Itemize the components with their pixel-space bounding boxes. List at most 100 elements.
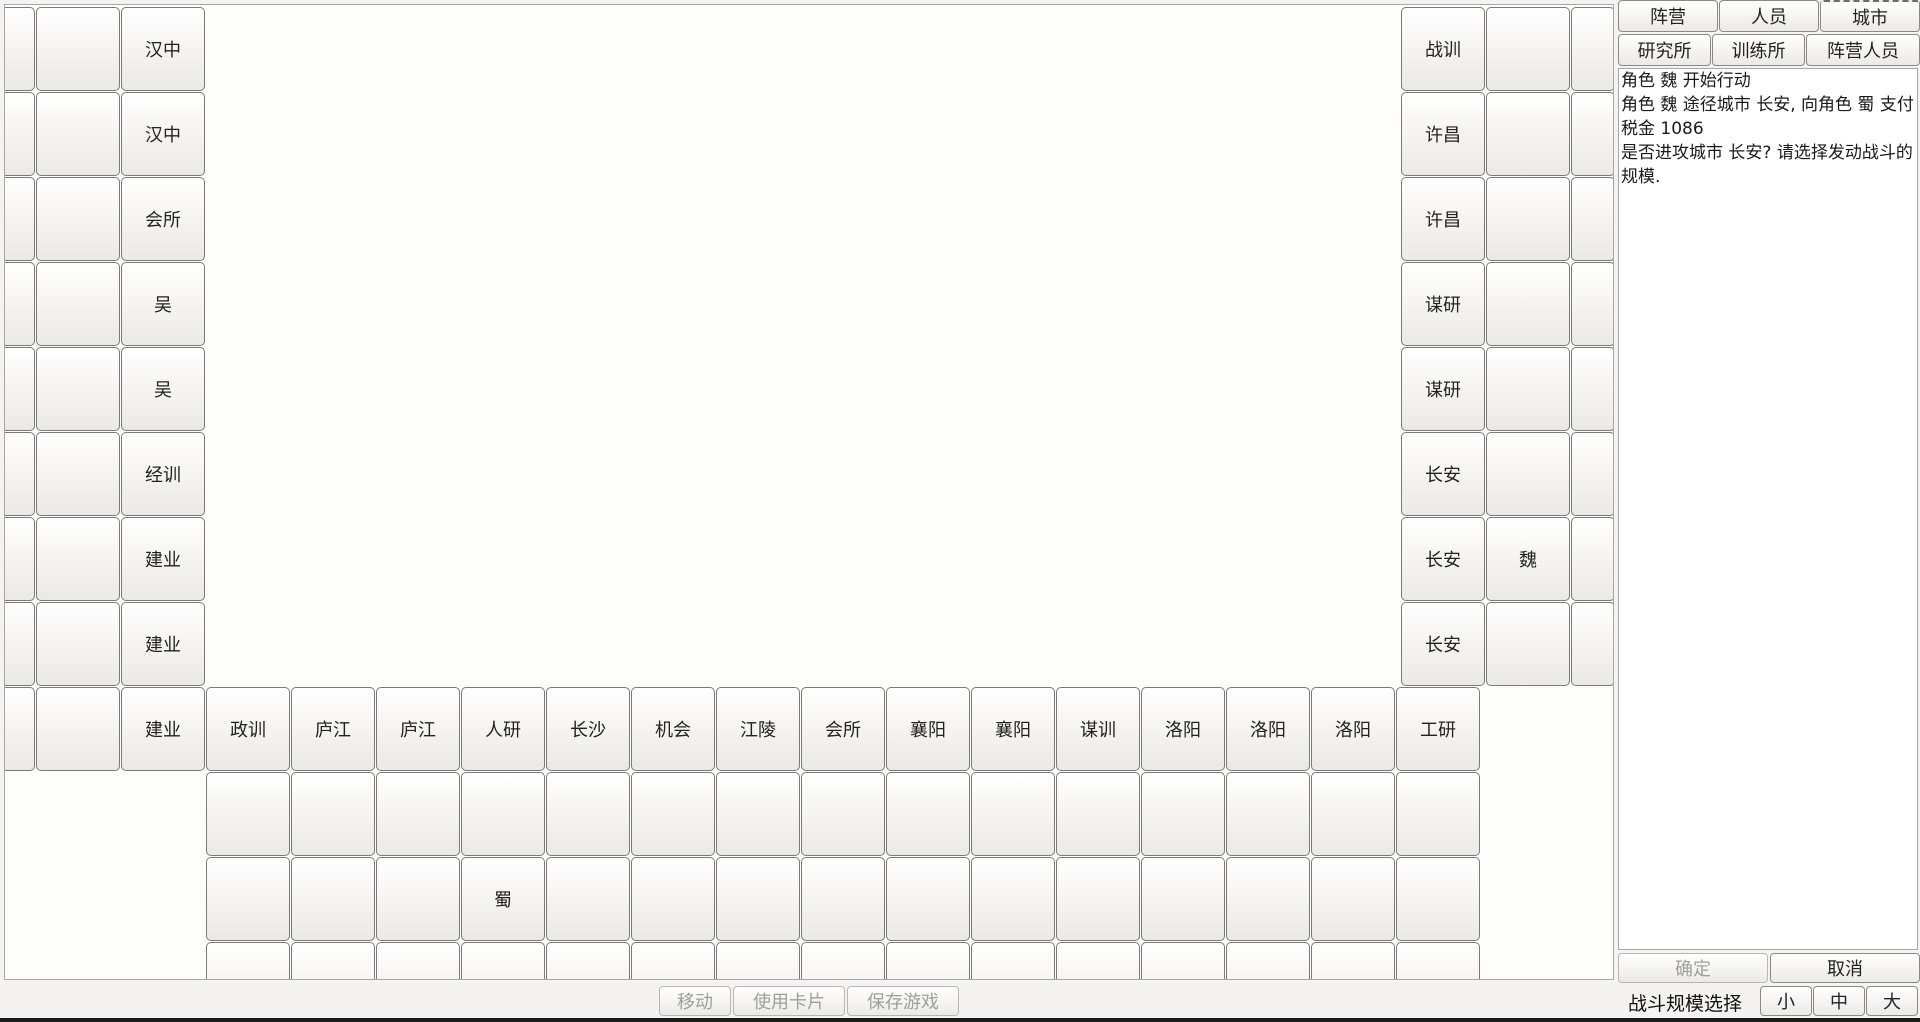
board-cell[interactable]: 谋研 <box>1401 262 1485 346</box>
board-cell[interactable] <box>36 347 120 431</box>
board-cell[interactable]: 工研 <box>1396 687 1480 771</box>
board-cell[interactable]: 庐江 <box>376 687 460 771</box>
board-cell[interactable] <box>1311 942 1395 979</box>
board-cell[interactable] <box>971 942 1055 979</box>
board-cell[interactable]: 建业 <box>121 687 205 771</box>
board-cell[interactable] <box>1486 602 1570 686</box>
board-cell[interactable]: 洛阳 <box>1141 687 1225 771</box>
board-cell[interactable]: 会所 <box>121 177 205 261</box>
board-cell[interactable] <box>801 857 885 941</box>
board-cell[interactable] <box>546 772 630 856</box>
board-cell[interactable] <box>1226 942 1310 979</box>
board-cell[interactable]: 长安 <box>1401 602 1485 686</box>
use-card-button[interactable]: 使用卡片 <box>733 986 845 1016</box>
board-cell-edge[interactable] <box>5 432 35 516</box>
board-cell[interactable] <box>631 772 715 856</box>
save-game-button[interactable]: 保存游戏 <box>847 986 959 1016</box>
board-cell[interactable] <box>716 942 800 979</box>
board-cell[interactable] <box>1486 432 1570 516</box>
board-cell-edge[interactable] <box>5 347 35 431</box>
board-cell[interactable] <box>1141 772 1225 856</box>
board-cell[interactable] <box>631 857 715 941</box>
board-cell[interactable] <box>801 942 885 979</box>
board-cell[interactable] <box>206 857 290 941</box>
board-cell[interactable]: 建业 <box>121 517 205 601</box>
board-cell[interactable]: 谋训 <box>1056 687 1140 771</box>
board-cell[interactable] <box>716 857 800 941</box>
board-cell[interactable] <box>971 857 1055 941</box>
board-cell[interactable] <box>291 857 375 941</box>
tab-research-institute[interactable]: 研究所 <box>1618 34 1711 66</box>
board-cell[interactable] <box>376 857 460 941</box>
board-cell[interactable] <box>376 772 460 856</box>
confirm-button[interactable]: 确定 <box>1618 953 1768 983</box>
board-cell[interactable] <box>886 772 970 856</box>
cancel-button[interactable]: 取消 <box>1770 953 1920 983</box>
move-button[interactable]: 移动 <box>659 986 731 1016</box>
board-cell[interactable] <box>36 7 120 91</box>
board-cell-edge[interactable] <box>5 7 35 91</box>
board-cell[interactable]: 襄阳 <box>971 687 1055 771</box>
board-cell[interactable] <box>1486 7 1570 91</box>
board-cell[interactable]: 许昌 <box>1401 177 1485 261</box>
board-cell[interactable] <box>1226 857 1310 941</box>
board-cell[interactable]: 机会 <box>631 687 715 771</box>
board-cell[interactable] <box>1226 772 1310 856</box>
board-cell[interactable] <box>376 942 460 979</box>
board-cell[interactable] <box>1396 942 1480 979</box>
board-cell[interactable]: 庐江 <box>291 687 375 771</box>
board-cell[interactable] <box>801 772 885 856</box>
board-cell-edge[interactable] <box>5 687 35 771</box>
board-cell[interactable] <box>36 687 120 771</box>
tab-faction[interactable]: 阵营 <box>1618 0 1718 32</box>
scale-small-button[interactable]: 小 <box>1760 986 1812 1016</box>
board-cell[interactable]: 长沙 <box>546 687 630 771</box>
board-cell[interactable]: 吴 <box>121 347 205 431</box>
board-cell[interactable] <box>206 942 290 979</box>
board-cell[interactable]: 建业 <box>121 602 205 686</box>
board-cell[interactable] <box>886 942 970 979</box>
board-cell[interactable]: 江陵 <box>716 687 800 771</box>
board-cell[interactable] <box>1571 262 1613 346</box>
board-cell[interactable] <box>1571 602 1613 686</box>
board-cell[interactable]: 会所 <box>801 687 885 771</box>
scale-large-button[interactable]: 大 <box>1866 986 1918 1016</box>
board-cell[interactable] <box>461 772 545 856</box>
board-cell[interactable] <box>1056 857 1140 941</box>
board-cell[interactable] <box>971 772 1055 856</box>
board-cell[interactable] <box>631 942 715 979</box>
board-cell[interactable] <box>36 262 120 346</box>
tab-city[interactable]: 城市 <box>1820 0 1920 32</box>
board-cell[interactable] <box>1571 517 1613 601</box>
board-cell[interactable] <box>1056 772 1140 856</box>
board-cell[interactable] <box>886 857 970 941</box>
board-cell[interactable] <box>1571 347 1613 431</box>
board-cell[interactable] <box>1056 942 1140 979</box>
board-cell[interactable]: 许昌 <box>1401 92 1485 176</box>
board-cell-edge[interactable] <box>5 602 35 686</box>
board-cell[interactable] <box>1486 92 1570 176</box>
board-cell[interactable]: 洛阳 <box>1311 687 1395 771</box>
board-cell[interactable] <box>546 942 630 979</box>
board-cell[interactable] <box>1486 177 1570 261</box>
board-cell[interactable] <box>1311 857 1395 941</box>
board-cell[interactable] <box>206 772 290 856</box>
board-cell[interactable] <box>1311 772 1395 856</box>
board-cell[interactable]: 经训 <box>121 432 205 516</box>
board-cell[interactable] <box>36 432 120 516</box>
board-cell[interactable] <box>1571 177 1613 261</box>
board-cell[interactable]: 汉中 <box>121 92 205 176</box>
board-cell[interactable] <box>1141 857 1225 941</box>
board-cell[interactable]: 长安 <box>1401 432 1485 516</box>
board-cell-edge[interactable] <box>5 92 35 176</box>
board-cell[interactable] <box>1571 92 1613 176</box>
board-cell[interactable]: 魏 <box>1486 517 1570 601</box>
board-cell[interactable]: 谋研 <box>1401 347 1485 431</box>
board-cell[interactable] <box>1486 262 1570 346</box>
board-cell[interactable] <box>1571 432 1613 516</box>
board-cell-edge[interactable] <box>5 177 35 261</box>
board-cell[interactable]: 政训 <box>206 687 290 771</box>
board-cell[interactable] <box>36 92 120 176</box>
tab-personnel[interactable]: 人员 <box>1719 0 1819 32</box>
board-cell[interactable]: 吴 <box>121 262 205 346</box>
